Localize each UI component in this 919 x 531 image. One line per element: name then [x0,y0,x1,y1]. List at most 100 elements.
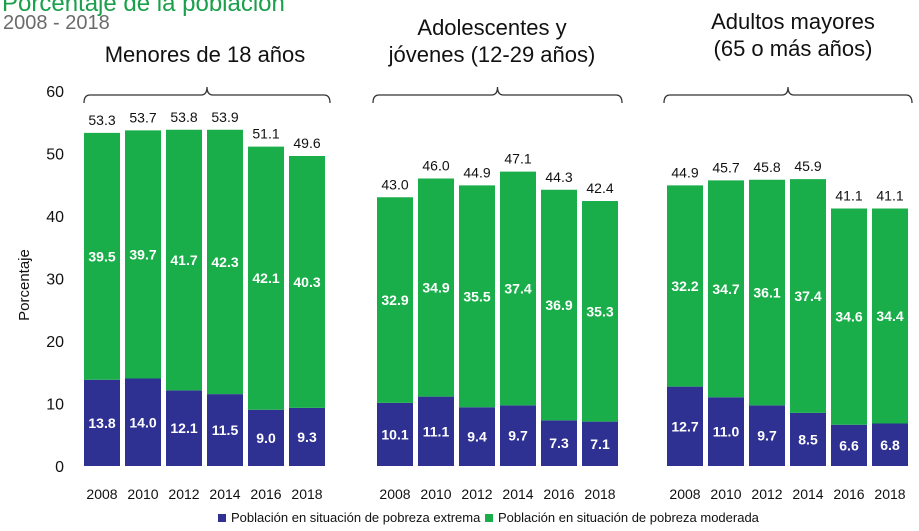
data-label-extrema: 10.1 [381,426,408,442]
data-label-moderada: 34.6 [835,309,862,325]
data-label-total: 47.1 [504,151,531,167]
y-tick-label: 10 [46,397,64,414]
group-label-elderly: Adultos mayores (65 o más años) [663,8,919,62]
data-label-extrema: 11.0 [713,424,740,440]
legend-label-moderada: Población en situación de pobreza modera… [498,510,759,525]
data-label-total: 53.9 [211,109,238,125]
x-tick-label: 2008 [669,486,700,502]
bar-extrema [708,397,744,466]
legend-swatch-extrema [218,513,226,522]
data-label-total: 45.7 [712,159,739,175]
bar-extrema [248,409,284,466]
data-label-extrema: 6.8 [880,437,900,453]
y-tick-label: 50 [46,147,64,164]
x-tick-label: 2016 [250,486,281,502]
data-label-extrema: 7.3 [549,435,569,451]
data-label-extrema: 9.3 [297,429,317,445]
data-label-total: 41.1 [876,188,903,204]
bar-moderada [582,201,618,422]
bar-extrema [207,394,243,466]
bar-extrema [541,420,577,466]
bar-moderada [377,197,413,403]
data-label-extrema: 9.4 [467,429,487,445]
data-label-total: 49.6 [293,135,320,151]
bar-extrema [500,405,536,466]
x-tick-label: 2012 [461,486,492,502]
x-tick-label: 2016 [543,486,574,502]
bar-moderada [166,129,202,391]
y-axis-label: Porcentaje [16,249,33,321]
bar-extrema [872,423,908,466]
group-label-line: Adolescentes y [417,15,567,40]
bar-moderada [790,179,826,413]
bar-extrema [790,412,826,466]
bar-moderada [289,156,325,408]
data-label-total: 51.1 [252,126,279,142]
group-brace [372,86,623,104]
bar-extrema [749,405,785,466]
data-label-extrema: 6.6 [839,437,859,453]
data-label-moderada: 39.5 [88,248,115,264]
y-tick-label: 30 [46,272,64,289]
data-label-total: 44.9 [671,164,698,180]
data-label-extrema: 7.1 [590,436,610,452]
bar-extrema [582,421,618,466]
data-label-total: 46.0 [422,158,449,174]
y-tick-label: 40 [46,209,64,226]
data-label-extrema: 11.5 [212,422,239,438]
data-label-moderada: 32.2 [671,278,698,294]
bar-moderada [831,208,867,425]
x-tick-label: 2010 [420,486,451,502]
data-label-extrema: 11.1 [423,423,450,439]
data-label-extrema: 13.8 [88,415,115,431]
data-label-moderada: 35.3 [586,303,613,319]
bar-moderada [418,178,454,397]
data-label-total: 45.8 [753,159,780,175]
bar-extrema [459,407,495,466]
data-label-total: 44.9 [463,164,490,180]
data-label-moderada: 35.5 [463,288,490,304]
x-tick-label: 2008 [86,486,117,502]
bar-extrema [418,396,454,466]
data-label-moderada: 42.3 [211,254,238,270]
x-tick-label: 2014 [792,486,823,502]
bar-moderada [749,179,785,406]
x-tick-label: 2014 [502,486,533,502]
data-label-moderada: 34.9 [422,280,449,296]
data-label-extrema: 9.0 [256,430,276,446]
group-label-youth: Adolescentes y jóvenes (12-29 años) [362,14,622,68]
group-label-line: jóvenes (12-29 años) [388,42,596,67]
data-label-moderada: 36.1 [753,285,780,301]
data-label-total: 42.4 [586,180,613,196]
data-label-moderada: 37.4 [794,288,821,304]
group-label-minors: Menores de 18 años [75,41,335,68]
chart-title: Porcentaje de la población [2,0,285,17]
y-tick-label: 0 [55,459,64,476]
bar-extrema [831,424,867,466]
data-label-moderada: 34.4 [876,308,903,324]
data-label-moderada: 34.7 [712,281,739,297]
data-label-total: 53.3 [88,112,115,128]
x-tick-label: 2012 [751,486,782,502]
bar-moderada [667,185,703,387]
x-tick-label: 2014 [209,486,240,502]
bar-moderada [125,130,161,379]
bar-extrema [289,407,325,466]
group-brace [83,86,331,104]
bar-moderada [872,208,908,424]
legend-item-extrema: Población en situación de pobreza extrem… [218,510,480,525]
data-label-moderada: 41.7 [170,252,197,268]
chart-subtitle: 2008 - 2018 [3,12,110,34]
legend-label-extrema: Población en situación de pobreza extrem… [231,510,481,525]
bar-extrema [377,402,413,466]
data-label-extrema: 14.0 [129,414,156,430]
x-tick-label: 2010 [710,486,741,502]
x-tick-label: 2018 [584,486,615,502]
x-tick-label: 2016 [833,486,864,502]
legend-item-moderada: Población en situación de pobreza modera… [485,510,759,525]
data-label-extrema: 8.5 [798,431,818,447]
data-label-total: 44.3 [545,169,572,185]
bar-moderada [541,189,577,421]
x-tick-label: 2008 [379,486,410,502]
